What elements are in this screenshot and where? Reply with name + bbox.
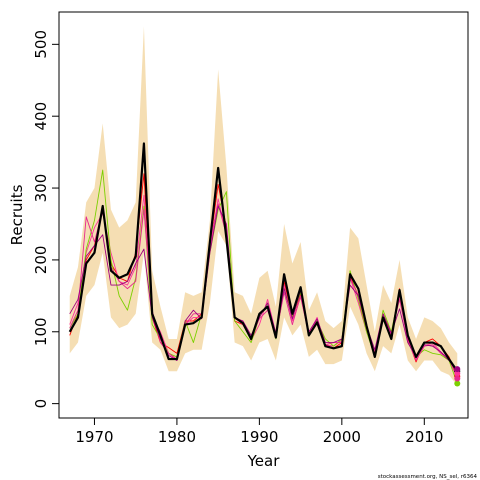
y-tick-label-400: 400 — [32, 102, 50, 131]
y-tick-label-0: 0 — [32, 399, 50, 409]
y-tick-label-300: 300 — [32, 174, 50, 203]
x-tick-label-1980: 1980 — [158, 428, 196, 446]
series-line-1 — [68, 142, 459, 372]
y-axis-title: Recruits — [8, 184, 26, 245]
endpoint-marker-5 — [454, 375, 461, 382]
x-axis: 1970 1980 1990 2000 2010 — [75, 418, 443, 446]
confidence-band — [69, 26, 458, 386]
y-tick-label-100: 100 — [32, 317, 50, 346]
endpoint-marker-3 — [454, 370, 461, 377]
endpoint-marker-4 — [454, 380, 461, 387]
x-tick-label-2000: 2000 — [323, 428, 361, 446]
y-axis: 0 100 200 300 400 500 — [32, 30, 59, 408]
plot-frame — [58, 11, 469, 419]
series-lines-layer — [68, 142, 459, 384]
watermark-text: stockassessment.org, NS_sel, r6364 — [378, 474, 478, 480]
confidence-band-layer — [69, 26, 458, 386]
y-tick-label-500: 500 — [32, 30, 50, 59]
y-tick-label-200: 200 — [32, 246, 50, 275]
x-tick-label-1970: 1970 — [75, 428, 113, 446]
x-tick-label-1990: 1990 — [240, 428, 278, 446]
x-axis-title: Year — [247, 452, 281, 470]
x-tick-label-2010: 2010 — [405, 428, 443, 446]
endpoint-marker-6 — [454, 366, 461, 373]
endpoint-markers-layer — [454, 366, 461, 387]
